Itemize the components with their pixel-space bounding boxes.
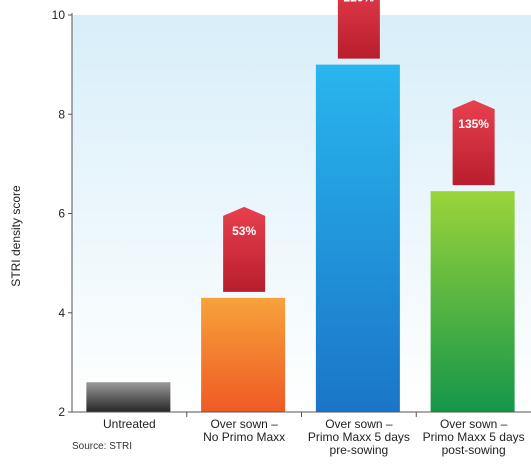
x-category-label-line: Primo Maxx 5 days: [423, 430, 525, 444]
y-axis-label: STRI density score: [9, 185, 23, 287]
y-tick-label: 4: [58, 306, 65, 320]
bar-2: [201, 297, 286, 412]
annotation-badge-3: [337, 0, 380, 59]
x-category-label: Over sown – Primo Maxx 5 days pre-sowing: [308, 417, 410, 457]
bars-group: [86, 64, 515, 412]
y-tick-label: 10: [52, 8, 66, 22]
x-category-label-line: Primo Maxx 5 days: [308, 430, 410, 444]
y-tick-label: 2: [58, 405, 65, 419]
y-tick-label: 8: [58, 107, 65, 121]
annotation-label-2: 53%: [232, 224, 256, 238]
x-category-label: Untreated: [103, 417, 156, 431]
annotation-badge-2: [223, 206, 266, 292]
x-category-label: Over sown – Primo Maxx 5 days post-sowing: [423, 417, 525, 457]
x-category-label-line: Untreated: [103, 417, 156, 431]
x-category-label-line: post-sowing: [442, 443, 506, 457]
annotation-label-3: 220%: [344, 0, 375, 5]
x-category-label-line: No Primo Maxx: [203, 430, 285, 444]
source-note: Source: STRI: [72, 441, 132, 452]
annotation-label-4: 135%: [458, 117, 489, 131]
annotation-badges-group: 53% 220% 135%: [223, 0, 495, 292]
y-ticks-group: 2 4 6 8 10: [52, 8, 72, 419]
x-category-label-line: pre-sowing: [330, 443, 389, 457]
x-category-label-line: Over sown –: [325, 417, 393, 431]
x-category-label: Over sown – No Primo Maxx: [203, 417, 285, 444]
y-tick-label: 6: [58, 207, 65, 221]
bar-3: [315, 64, 400, 412]
bar-1: [86, 382, 171, 412]
bar-4: [430, 191, 515, 412]
x-category-label-line: Over sown –: [440, 417, 508, 431]
annotation-badge-4: [452, 100, 495, 186]
x-category-label-line: Over sown –: [210, 417, 278, 431]
